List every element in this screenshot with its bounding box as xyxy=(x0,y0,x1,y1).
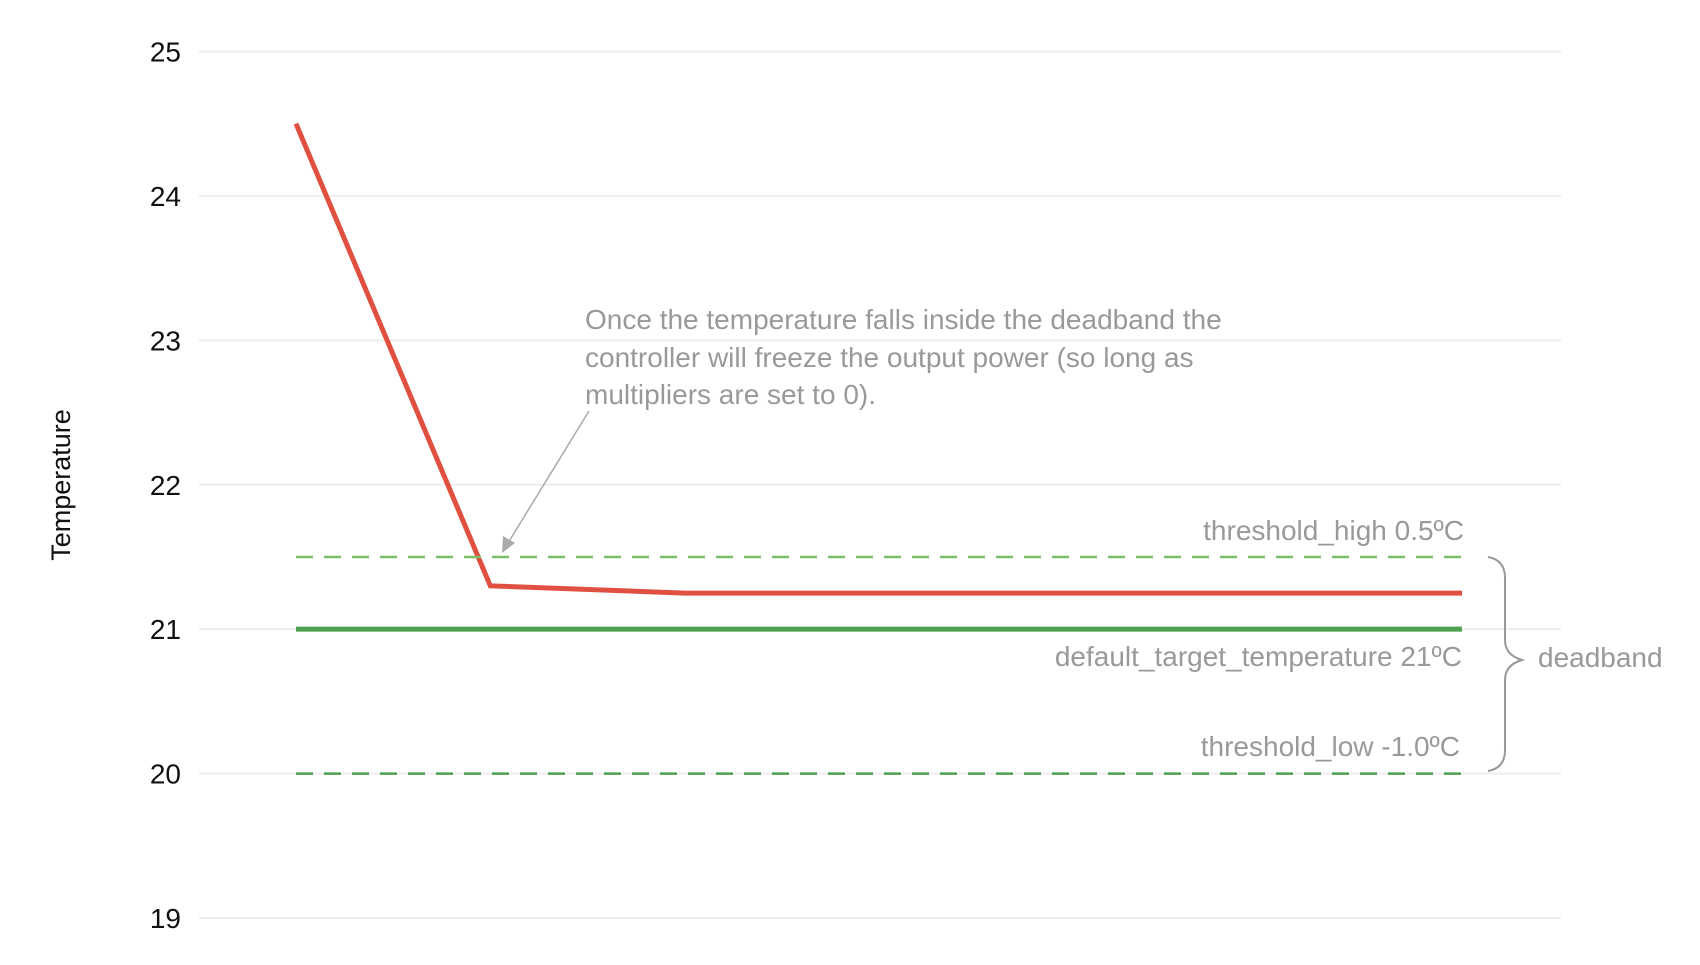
y-tick-label: 22 xyxy=(150,470,181,501)
series-line-0 xyxy=(293,122,1462,596)
note-line-1: Once the temperature falls inside the de… xyxy=(585,304,1222,335)
threshold-low-label: threshold_low -1.0ºC xyxy=(1201,731,1460,762)
y-tick-label: 21 xyxy=(150,614,181,645)
y-tick-label: 20 xyxy=(150,759,181,790)
y-tick-label: 19 xyxy=(150,903,181,934)
y-tick-label: 25 xyxy=(150,37,181,68)
threshold-high-label: threshold_high 0.5ºC xyxy=(1203,515,1464,546)
deadband-label: deadband xyxy=(1538,642,1663,673)
y-tick-label: 24 xyxy=(150,181,181,212)
y-axis-label: Temperature xyxy=(46,409,76,561)
annotation-arrow xyxy=(502,410,590,553)
deadband-brace xyxy=(1487,556,1526,772)
y-tick-label: 23 xyxy=(150,325,181,356)
note-line-2: controller will freeze the output power … xyxy=(585,342,1194,373)
note-line-3: multipliers are set to 0). xyxy=(585,379,876,410)
annotation-note: Once the temperature falls inside the de… xyxy=(585,304,1222,410)
target-label: default_target_temperature 21ºC xyxy=(1055,641,1462,672)
